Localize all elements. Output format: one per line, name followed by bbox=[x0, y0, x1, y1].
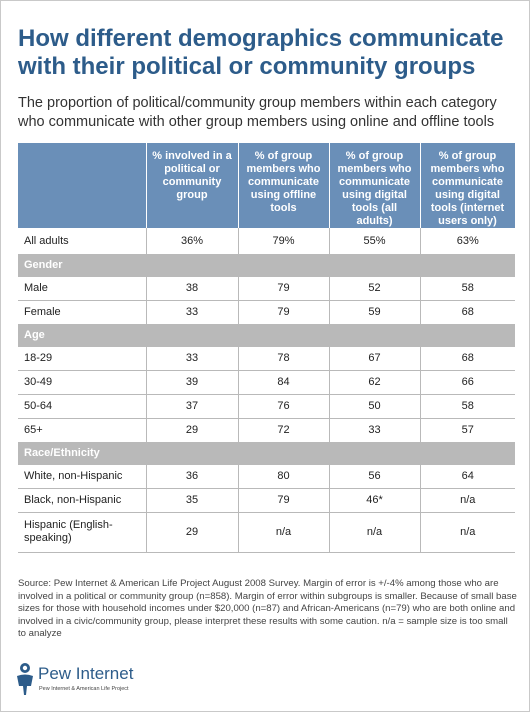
table-header-row: % involved in a political or community g… bbox=[18, 143, 516, 228]
section-title: Age bbox=[18, 324, 515, 347]
header-cell-blank bbox=[18, 143, 147, 228]
section-title: Race/Ethnicity bbox=[18, 442, 515, 465]
header-digital-all-adults: % of group members who communicate using… bbox=[329, 143, 421, 228]
cell-value: 33 bbox=[329, 418, 421, 443]
cell-value: 79% bbox=[238, 228, 330, 255]
cell-value: 79 bbox=[238, 276, 330, 301]
cell-value: 56 bbox=[329, 464, 421, 489]
cell-value: n/a bbox=[329, 512, 421, 553]
cell-value: 55% bbox=[329, 228, 421, 255]
demographics-table: % involved in a political or community g… bbox=[18, 143, 516, 553]
cell-value: 58 bbox=[420, 276, 515, 301]
section-header-gender: Gender bbox=[18, 254, 515, 277]
cell-value: 84 bbox=[238, 370, 330, 395]
cell-value: 29 bbox=[146, 512, 239, 553]
cell-value: 80 bbox=[238, 464, 330, 489]
cell-value: 57 bbox=[420, 418, 515, 443]
cell-value: 50 bbox=[329, 394, 421, 419]
table-row: Black, non-Hispanic 35 79 46* n/a bbox=[18, 488, 515, 513]
cell-value: 78 bbox=[238, 346, 330, 371]
table-row: White, non-Hispanic 36 80 56 64 bbox=[18, 464, 515, 489]
table-row: 50-64 37 76 50 58 bbox=[18, 394, 515, 419]
cell-value: 36 bbox=[146, 464, 239, 489]
cell-value: 76 bbox=[238, 394, 330, 419]
page-title: How different demographics communicate w… bbox=[18, 25, 504, 80]
row-label: Female bbox=[18, 300, 147, 325]
table-row: 65+ 29 72 33 57 bbox=[18, 418, 515, 443]
row-label: 18-29 bbox=[18, 346, 147, 371]
table-row: Female 33 79 59 68 bbox=[18, 300, 515, 325]
cell-value: n/a bbox=[238, 512, 330, 553]
row-label: All adults bbox=[18, 228, 147, 255]
cell-value: 37 bbox=[146, 394, 239, 419]
pew-internet-logo: Pew Internet Pew Internet & American Lif… bbox=[14, 662, 214, 702]
cell-value: 46* bbox=[329, 488, 421, 513]
header-digital-internet-users: % of group members who communicate using… bbox=[420, 143, 516, 228]
logo-tagline: Pew Internet & American Life Project bbox=[39, 686, 129, 692]
logo-wordmark: Pew Internet bbox=[38, 664, 134, 683]
row-label: Black, non-Hispanic bbox=[18, 488, 147, 513]
cell-value: 67 bbox=[329, 346, 421, 371]
pew-person-icon bbox=[17, 663, 33, 695]
section-header-age: Age bbox=[18, 324, 515, 347]
source-note: Source: Pew Internet & American Life Pro… bbox=[18, 578, 517, 640]
cell-value: n/a bbox=[420, 512, 515, 553]
cell-value: 79 bbox=[238, 488, 330, 513]
cell-value: 52 bbox=[329, 276, 421, 301]
cell-value: 62 bbox=[329, 370, 421, 395]
header-involved: % involved in a political or community g… bbox=[146, 143, 239, 228]
section-title: Gender bbox=[18, 254, 515, 277]
row-label: White, non-Hispanic bbox=[18, 464, 147, 489]
row-label: 65+ bbox=[18, 418, 147, 443]
cell-value: 79 bbox=[238, 300, 330, 325]
cell-value: 33 bbox=[146, 300, 239, 325]
cell-value: n/a bbox=[420, 488, 515, 513]
cell-value: 66 bbox=[420, 370, 515, 395]
cell-value: 35 bbox=[146, 488, 239, 513]
table-row-all-adults: All adults 36% 79% 55% 63% bbox=[18, 228, 515, 255]
table-row: Hispanic (English-speaking) 29 n/a n/a n… bbox=[18, 512, 515, 553]
cell-value: 38 bbox=[146, 276, 239, 301]
row-label: Hispanic (English-speaking) bbox=[18, 512, 147, 553]
row-label: 50-64 bbox=[18, 394, 147, 419]
header-offline-tools: % of group members who communicate using… bbox=[238, 143, 330, 228]
table-row: 18-29 33 78 67 68 bbox=[18, 346, 515, 371]
cell-value: 72 bbox=[238, 418, 330, 443]
section-header-race-ethnicity: Race/Ethnicity bbox=[18, 442, 515, 465]
cell-value: 68 bbox=[420, 346, 515, 371]
cell-value: 36% bbox=[146, 228, 239, 255]
row-label: 30-49 bbox=[18, 370, 147, 395]
cell-value: 64 bbox=[420, 464, 515, 489]
page-subtitle: The proportion of political/community gr… bbox=[18, 95, 497, 130]
cell-value: 68 bbox=[420, 300, 515, 325]
cell-value: 39 bbox=[146, 370, 239, 395]
cell-value: 63% bbox=[420, 228, 515, 255]
cell-value: 29 bbox=[146, 418, 239, 443]
cell-value: 58 bbox=[420, 394, 515, 419]
table-row: 30-49 39 84 62 66 bbox=[18, 370, 515, 395]
cell-value: 59 bbox=[329, 300, 421, 325]
cell-value: 33 bbox=[146, 346, 239, 371]
row-label: Male bbox=[18, 276, 147, 301]
table-row: Male 38 79 52 58 bbox=[18, 276, 515, 301]
